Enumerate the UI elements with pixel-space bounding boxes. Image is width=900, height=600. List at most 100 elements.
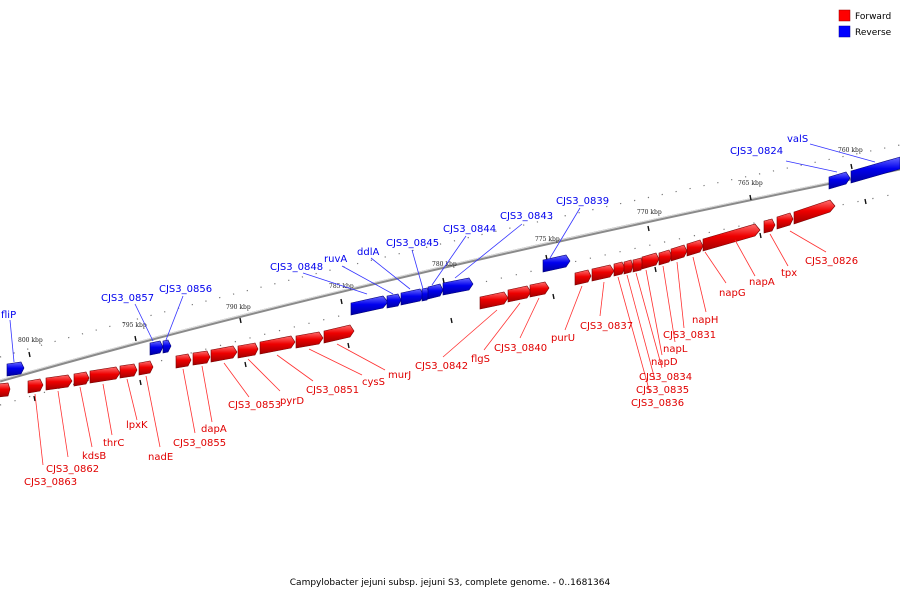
gene-label[interactable]: napH	[692, 315, 718, 326]
gene-label[interactable]: purU	[551, 333, 575, 344]
gene-label[interactable]: tpx	[781, 268, 797, 279]
gene-reverse[interactable]	[850, 156, 900, 184]
gene-label[interactable]: murJ	[388, 370, 411, 381]
reverse-genes	[6, 156, 900, 377]
gene-forward[interactable]	[259, 335, 296, 355]
gene-label[interactable]: CJS3_0834	[639, 372, 692, 383]
tick-label: 775 kbp	[535, 236, 560, 243]
forward-genes	[0, 199, 836, 398]
gene-forward[interactable]	[27, 378, 44, 394]
legend-swatch-reverse	[838, 25, 851, 38]
reverse-gene-labels: fliP CJS3_0857 CJS3_0856 CJS3_0848 ruvA …	[1, 134, 808, 321]
gene-forward[interactable]	[763, 218, 776, 234]
tick-labels: 800 kbp 795 kbp 790 kbp 785 kbp 780 kbp …	[18, 147, 863, 344]
gene-label[interactable]: dapA	[201, 424, 227, 435]
gene-reverse[interactable]	[400, 288, 425, 306]
gene-label[interactable]: CJS3_0851	[306, 385, 359, 396]
tick-label: 795 kbp	[122, 322, 147, 329]
gene-label[interactable]: fliP	[1, 310, 16, 321]
gene-label[interactable]: CJS3_0843	[500, 211, 553, 222]
gene-label[interactable]: lpxK	[126, 420, 148, 431]
gene-forward[interactable]	[119, 363, 138, 379]
gene-label[interactable]: CJS3_0853	[228, 400, 281, 411]
gene-label[interactable]: CJS3_0848	[270, 262, 323, 273]
gene-label[interactable]: CJS3_0863	[24, 477, 77, 488]
gene-label[interactable]: CJS3_0844	[443, 224, 496, 235]
gene-reverse[interactable]	[542, 254, 571, 273]
gene-forward[interactable]	[295, 331, 324, 349]
gene-label[interactable]: CJS3_0839	[556, 196, 609, 207]
gene-forward[interactable]	[89, 366, 121, 384]
gene-reverse[interactable]	[149, 340, 164, 356]
gene-label[interactable]: CJS3_0845	[386, 238, 439, 249]
gene-forward[interactable]	[776, 212, 794, 230]
gene-forward[interactable]	[237, 342, 259, 359]
gene-label[interactable]: CJS3_0855	[173, 438, 226, 449]
gene-forward[interactable]	[632, 257, 644, 273]
gene-label[interactable]: CJS3_0824	[730, 146, 783, 157]
gene-forward[interactable]	[613, 261, 626, 277]
gene-reverse[interactable]	[828, 171, 851, 190]
tick-label: 800 kbp	[18, 337, 43, 344]
gene-reverse[interactable]	[350, 295, 389, 316]
legend-swatch-forward	[838, 9, 851, 22]
gene-forward[interactable]	[323, 324, 355, 344]
forward-gene-labels: CJS3_0863 CJS3_0862 kdsB thrC lpxK nadE …	[24, 256, 858, 488]
gene-label[interactable]: napA	[749, 277, 775, 288]
tick-label: 765 kbp	[738, 180, 763, 187]
legend: Forward Reverse	[838, 9, 892, 38]
gene-reverse[interactable]	[442, 277, 474, 296]
gene-forward[interactable]	[210, 345, 238, 363]
gene-label[interactable]: CJS3_0862	[46, 464, 99, 475]
gene-reverse[interactable]	[427, 283, 444, 300]
gene-reverse[interactable]	[6, 361, 25, 377]
gene-label[interactable]: napL	[663, 344, 688, 355]
gene-forward[interactable]	[192, 350, 211, 366]
gene-label[interactable]: CJS3_0835	[636, 385, 689, 396]
gene-label[interactable]: CJS3_0856	[159, 284, 212, 295]
gene-label[interactable]: cysS	[362, 377, 385, 388]
gene-label[interactable]: ddlA	[357, 247, 379, 258]
genome-backbone-highlight	[0, 167, 900, 381]
gene-forward[interactable]	[623, 259, 634, 275]
gene-forward[interactable]	[479, 291, 509, 310]
gene-label[interactable]: pyrD	[280, 396, 304, 407]
gene-forward[interactable]	[138, 360, 154, 376]
gene-label[interactable]: CJS3_0837	[580, 321, 633, 332]
gene-forward[interactable]	[591, 264, 615, 282]
gene-label[interactable]: CJS3_0857	[101, 293, 154, 304]
gene-label[interactable]: napD	[651, 357, 678, 368]
gene-label[interactable]: CJS3_0826	[805, 256, 858, 267]
gene-label[interactable]: kdsB	[82, 451, 106, 462]
gene-forward[interactable]	[73, 371, 90, 387]
gene-label[interactable]: CJS3_0831	[663, 330, 716, 341]
gene-label[interactable]: napG	[719, 288, 746, 299]
gene-label[interactable]: CJS3_0842	[415, 361, 468, 372]
gene-label[interactable]: valS	[787, 134, 808, 145]
gene-label[interactable]: ruvA	[324, 254, 347, 265]
gene-label[interactable]: thrC	[103, 438, 124, 449]
gene-forward[interactable]	[793, 199, 836, 225]
gene-forward[interactable]	[175, 353, 192, 369]
gene-reverse[interactable]	[386, 293, 402, 309]
gene-forward[interactable]	[702, 223, 761, 252]
gene-reverse[interactable]	[162, 339, 172, 354]
gene-forward[interactable]	[686, 239, 704, 257]
gene-forward[interactable]	[529, 281, 550, 298]
gene-label[interactable]: CJS3_0836	[631, 398, 684, 409]
tick-label: 790 kbp	[226, 304, 251, 311]
tick-label: 760 kbp	[838, 147, 863, 154]
gene-label[interactable]: nadE	[148, 452, 173, 463]
gene-label[interactable]: flgS	[471, 354, 490, 365]
gene-forward[interactable]	[0, 382, 11, 398]
gene-forward[interactable]	[658, 249, 673, 266]
major-ticks-lower	[33, 198, 867, 402]
gene-forward[interactable]	[507, 285, 532, 303]
forward-leaders	[34, 230, 827, 466]
gene-forward[interactable]	[574, 269, 592, 286]
gene-forward[interactable]	[670, 244, 688, 262]
gene-label[interactable]: CJS3_0840	[494, 343, 547, 354]
gene-forward[interactable]	[45, 374, 73, 391]
gene-forward[interactable]	[641, 252, 660, 270]
